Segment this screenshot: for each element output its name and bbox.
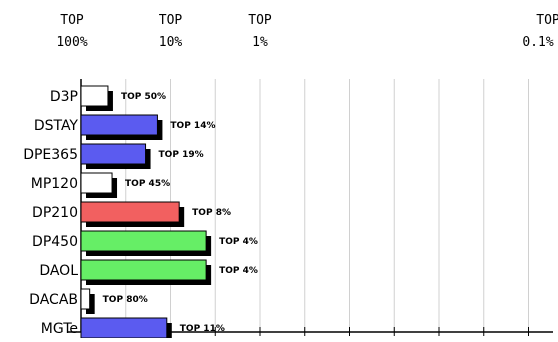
category-label: DP210 [32,205,78,221]
top-tick-label: TOP [60,13,84,28]
bar-label: TOP 11% [180,324,225,334]
bar-label: TOP 50% [121,92,166,102]
bar [80,114,158,136]
top-tick-label: TOP [159,13,183,28]
top-tick-label: TOP [536,13,558,28]
category-label: MGTe [41,321,78,337]
top-tick-label: 10% [159,35,183,50]
bar-label: TOP 14% [170,121,215,131]
category-label: DP450 [32,234,78,250]
top-tick-label: TOP [248,13,272,28]
bar [80,85,109,107]
bar [80,172,113,194]
bar [80,230,207,252]
top-tick-label: 1% [252,35,268,50]
category-label: DPE365 [23,147,78,163]
bar-label: TOP 45% [125,179,170,189]
category-label: D3P [50,89,78,105]
bar [80,143,147,165]
category-label: DACAB [29,292,78,308]
bar-label: TOP 4% [219,266,258,276]
category-label: DSTAY [34,118,79,134]
top-tick-label: 100% [56,35,87,50]
category-label: MP120 [31,176,78,192]
bar-label: TOP 80% [103,295,148,305]
bar [80,317,168,339]
bar [80,288,91,310]
bar-label: TOP 4% [219,237,258,247]
top-tick-label: 0.1% [522,35,553,50]
bar [80,201,180,223]
bar-shadow [86,294,95,314]
bar-label: TOP 8% [192,208,231,218]
category-label: DAOL [39,263,78,279]
bar-label: TOP 19% [159,150,204,160]
bar [80,259,207,281]
